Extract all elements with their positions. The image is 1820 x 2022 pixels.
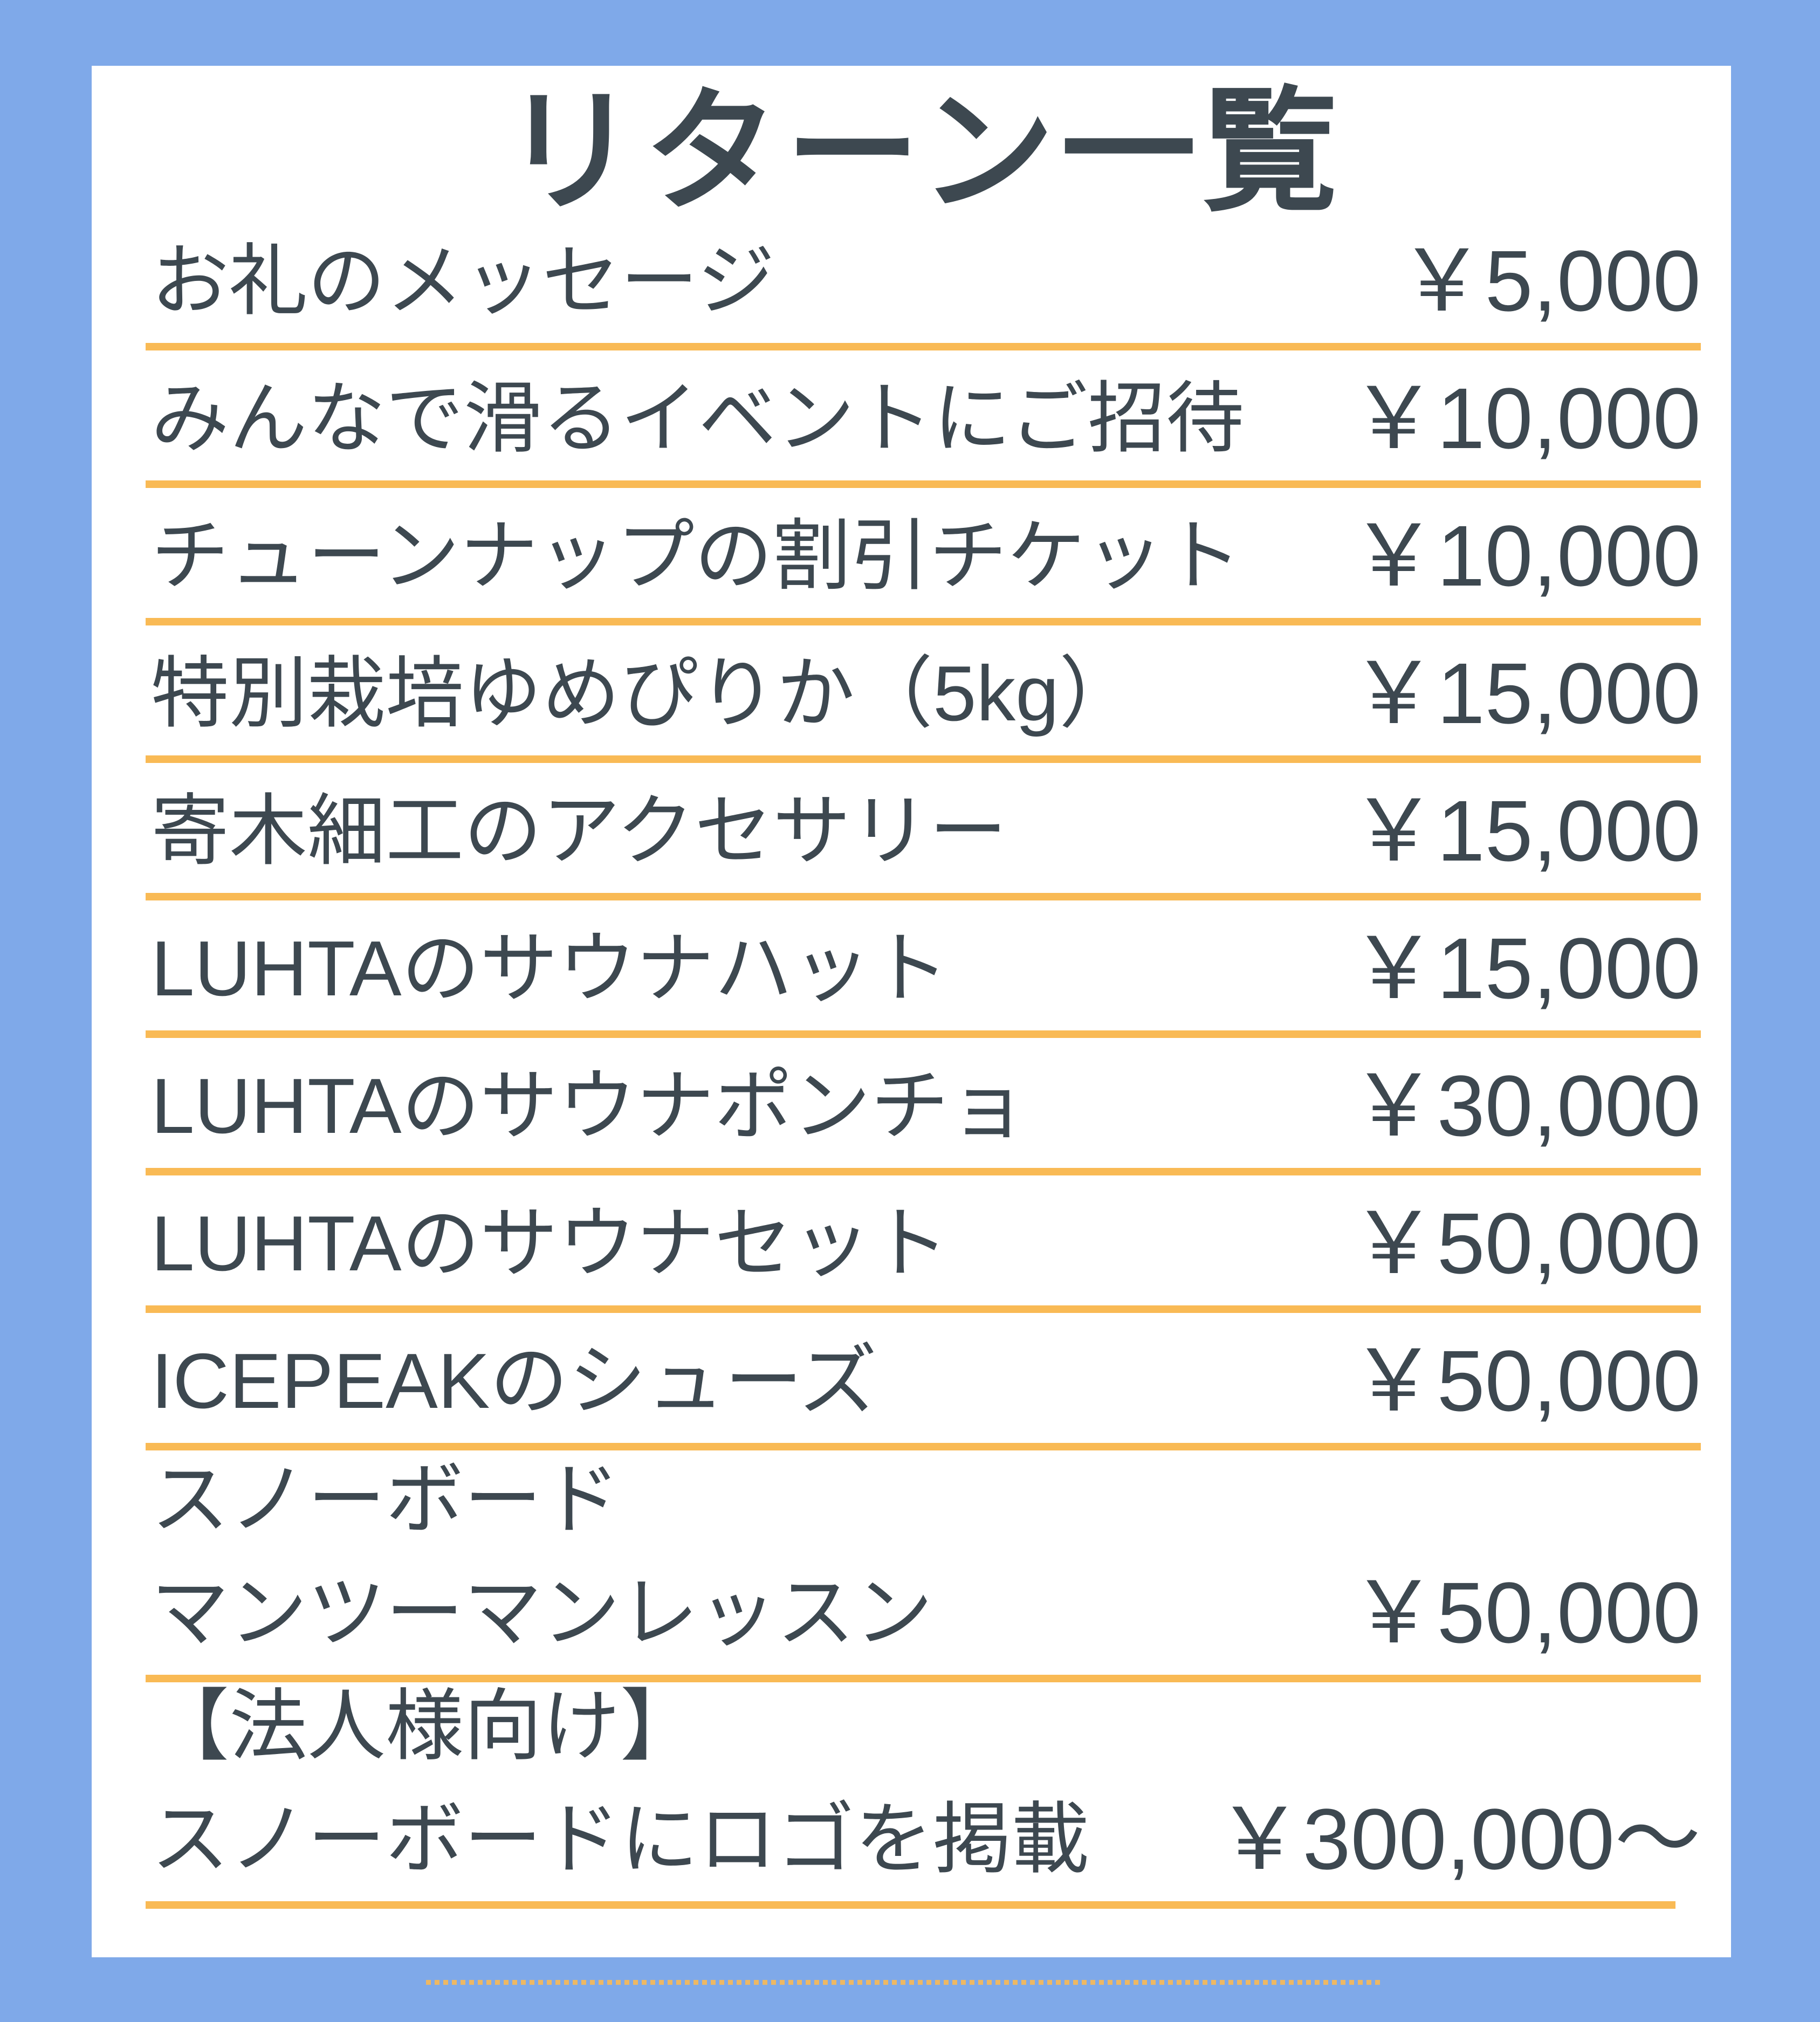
reward-price: ￥300,000〜 [1216, 1790, 1701, 1887]
reward-label: 【法人様向け】 スノーボードにロゴを掲載 [146, 1669, 1089, 1896]
reward-price: ￥50,000 [1350, 1564, 1701, 1661]
reward-label-line: スノーボードにロゴを掲載 [151, 1795, 1089, 1883]
row-separator [146, 343, 1701, 350]
reward-label-line: 【法人様向け】 [151, 1682, 698, 1770]
reward-label: LUHTAのサウナハット [151, 924, 949, 1012]
reward-price: ￥50,000 [1350, 1332, 1701, 1429]
reward-label: みんなで滑るイベントにご招待 [151, 374, 1245, 462]
reward-price: ￥10,000 [1350, 507, 1701, 604]
reward-price: ￥50,000 [1350, 1194, 1701, 1291]
reward-label: お礼のメッセージ [151, 237, 775, 325]
reward-card: リターン一覧 お礼のメッセージ ￥5,000 みんなで滑るイベントにご招待 ￥1… [92, 66, 1731, 1957]
reward-label: 特別栽培ゆめぴりか（5kg） [151, 649, 1137, 737]
row-separator [146, 480, 1701, 488]
reward-label: 寄木細工のアクセサリー [151, 787, 1007, 875]
reward-label: LUHTAのサウナセット [151, 1199, 949, 1287]
row-separator [146, 1675, 1701, 1682]
reward-price: ￥30,000 [1350, 1057, 1701, 1154]
reward-price: ￥10,000 [1350, 369, 1701, 466]
reward-label-line: スノーボード [151, 1455, 620, 1543]
bottom-dashed-line [426, 1980, 1382, 1985]
reward-label: LUHTAのサウナポンチョ [151, 1062, 1027, 1150]
row-separator [146, 755, 1701, 763]
reward-row: みんなで滑るイベントにご招待 ￥10,000 [146, 350, 1701, 480]
reward-row: チューンナップの割引チケット ￥10,000 [146, 488, 1701, 618]
reward-label-line: マンツーマンレッスン [151, 1569, 933, 1656]
reward-price: ￥15,000 [1350, 919, 1701, 1016]
reward-label: ICEPEAKのシューズ [151, 1337, 877, 1425]
row-separator [146, 1443, 1701, 1450]
reward-row: 特別栽培ゆめぴりか（5kg） ￥15,000 [146, 625, 1701, 755]
row-separator [146, 618, 1701, 625]
reward-row: 寄木細工のアクセサリー ￥15,000 [146, 763, 1701, 893]
row-separator [146, 1901, 1675, 1909]
reward-label: チューンナップの割引チケット [151, 512, 1242, 600]
reward-row: 【法人様向け】 スノーボードにロゴを掲載 ￥300,000〜 [146, 1682, 1701, 1901]
reward-price: ￥15,000 [1350, 782, 1701, 879]
reward-row: LUHTAのサウナポンチョ ￥30,000 [146, 1038, 1701, 1168]
reward-row: スノーボード マンツーマンレッスン ￥50,000 [146, 1450, 1701, 1675]
reward-price: ￥15,000 [1350, 644, 1701, 741]
reward-row: LUHTAのサウナセット ￥50,000 [146, 1175, 1701, 1305]
row-separator [146, 893, 1701, 900]
page-title: リターン一覧 [503, 76, 1344, 227]
reward-row: LUHTAのサウナハット ￥15,000 [146, 900, 1701, 1030]
row-separator [146, 1030, 1701, 1038]
row-separator [146, 1305, 1701, 1313]
reward-row: お礼のメッセージ ￥5,000 [146, 213, 1701, 343]
reward-label: スノーボード マンツーマンレッスン [146, 1443, 933, 1670]
reward-row: ICEPEAKのシューズ ￥50,000 [146, 1313, 1701, 1443]
reward-price: ￥5,000 [1398, 232, 1701, 329]
row-separator [146, 1168, 1701, 1175]
